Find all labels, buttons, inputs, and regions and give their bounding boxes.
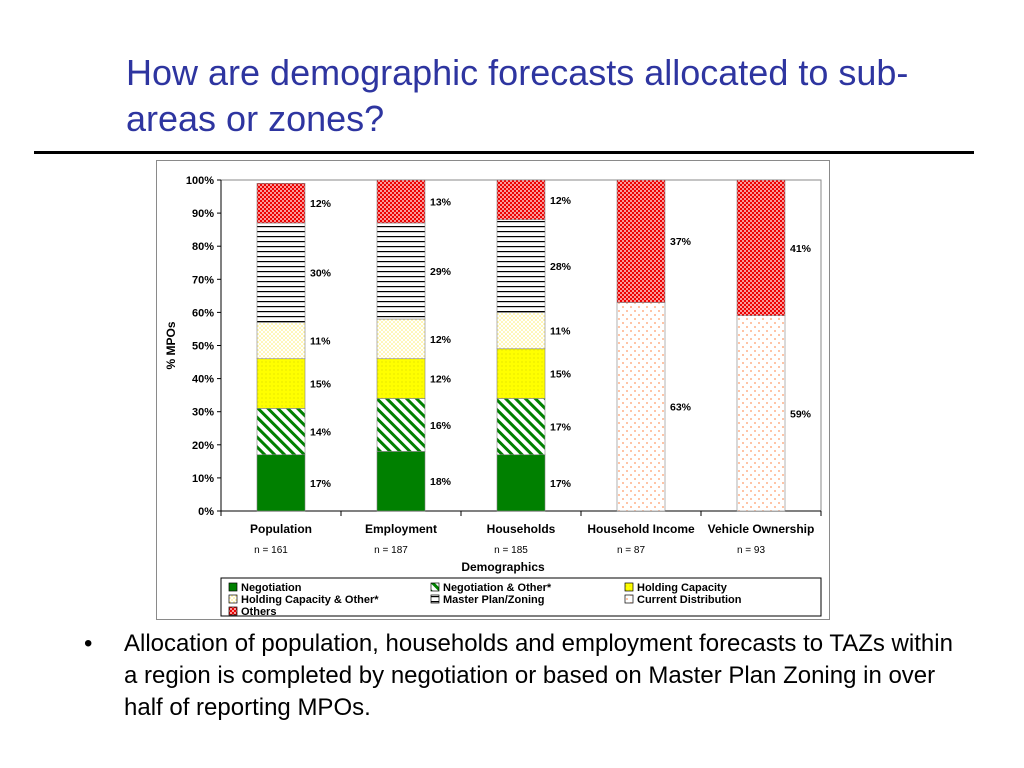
y-tick-label: 40%	[192, 374, 214, 386]
data-label-households-holding-capacity: 15%	[550, 369, 572, 381]
legend-label-holding-capacity: Holding Capacity	[637, 582, 728, 594]
bar-population-master-plan-zoning	[256, 222, 306, 323]
data-label-households-others: 12%	[550, 195, 572, 207]
bar-household-income-others	[616, 179, 666, 303]
x-category-label: Vehicle Ownership	[708, 522, 815, 536]
data-label-employment-others: 13%	[430, 197, 452, 209]
bullet-text: Allocation of population, households and…	[124, 630, 953, 721]
data-label-population-holding-capacity-other: 11%	[310, 336, 331, 348]
bar-employment-negotiation	[376, 451, 426, 512]
y-tick-label: 10%	[192, 473, 214, 485]
data-label-employment-holding-capacity-other: 12%	[430, 334, 452, 346]
bar-employment-master-plan-zoning	[376, 222, 426, 320]
y-tick-label: 60%	[192, 307, 214, 319]
legend-label-master-plan-zoning: Master Plan/Zoning	[443, 594, 544, 606]
x-category-note: n = 161	[254, 545, 288, 556]
x-category-label: Household Income	[587, 522, 695, 536]
bar-population-negotiation	[256, 454, 306, 512]
data-label-population-others: 12%	[310, 198, 332, 210]
stacked-bar-chart: 0% 10% 20% 30% 40% 50% 60% 70% 80% 90% 100% % MPOs 1…	[164, 175, 822, 618]
bar-vehicle-ownership-current-distribution	[736, 315, 786, 512]
bar-households-others	[496, 179, 546, 221]
x-category-note: n = 87	[617, 545, 646, 556]
x-category-note: n = 93	[737, 545, 766, 556]
bar-employment-holding-capacity	[376, 358, 426, 399]
data-label-population-master-plan-zoning: 30%	[310, 268, 332, 280]
chart-frame: 0% 10% 20% 30% 40% 50% 60% 70% 80% 90% 100% % MPOs 1…	[156, 160, 830, 620]
data-label-vehicle-ownership-others: 41%	[790, 243, 812, 255]
data-label-employment-negotiation-other: 16%	[430, 420, 452, 432]
y-tick-label: 100%	[186, 175, 214, 187]
data-label-households-negotiation: 17%	[550, 478, 572, 490]
data-label-population-holding-capacity: 15%	[310, 379, 332, 391]
y-tick-label: 90%	[192, 208, 214, 220]
bar-population-negotiation-other	[256, 408, 306, 456]
bar-vehicle-ownership-others	[736, 179, 786, 317]
bar-employment-others	[376, 179, 426, 224]
bar-household-income-current-distribution	[616, 302, 666, 512]
y-tick-label: 50%	[192, 341, 214, 353]
bar-population-others	[256, 183, 306, 224]
legend-swatch-master-plan-zoning	[430, 594, 440, 604]
data-label-households-negotiation-other: 17%	[550, 422, 572, 434]
bar-population-holding-capacity-other	[256, 322, 306, 360]
data-label-household-income-current-distribution: 63%	[670, 402, 692, 414]
bar-employment-holding-capacity-other	[376, 318, 426, 360]
y-tick-label: 70%	[192, 274, 214, 286]
data-label-employment-holding-capacity: 12%	[430, 374, 452, 386]
x-category-label: Population	[250, 522, 312, 536]
slide-title: How are demographic forecasts allocated …	[126, 52, 909, 139]
legend-label-others: Others	[241, 606, 276, 618]
x-category-note: n = 185	[494, 545, 528, 556]
data-label-employment-negotiation: 18%	[430, 476, 452, 488]
data-label-population-negotiation: 17%	[310, 478, 332, 490]
data-label-households-holding-capacity-other: 11%	[550, 326, 571, 338]
data-label-household-income-others: 37%	[670, 236, 692, 248]
y-tick-label: 0%	[198, 506, 214, 518]
legend-swatch-negotiation-other	[430, 582, 440, 592]
data-label-employment-master-plan-zoning: 29%	[430, 266, 452, 278]
bar-households-negotiation-other	[496, 398, 546, 456]
legend-label-current-distribution: Current Distribution	[637, 594, 742, 606]
bullet-glyph: •	[84, 630, 93, 657]
bar-households-negotiation	[496, 454, 546, 512]
legend-swatch-others	[228, 606, 238, 616]
data-label-population-negotiation-other: 14%	[310, 427, 332, 439]
bar-population-holding-capacity	[256, 358, 306, 409]
title-divider	[34, 151, 974, 154]
x-category-label: Households	[487, 522, 556, 536]
bar-employment-negotiation-other	[376, 398, 426, 452]
x-category-note: n = 187	[374, 545, 408, 556]
legend-swatch-holding-capacity	[624, 582, 634, 592]
bullet-item: • Allocation of population, households a…	[84, 628, 984, 724]
y-tick-label: 80%	[192, 241, 214, 253]
legend-box	[220, 577, 822, 617]
x-axis-title: Demographics	[461, 560, 545, 574]
x-category-label: Employment	[365, 522, 437, 536]
data-label-households-master-plan-zoning: 28%	[550, 261, 572, 273]
legend-swatch-current-distribution	[624, 594, 634, 604]
legend-swatch-negotiation	[228, 582, 238, 592]
bar-households-holding-capacity	[496, 348, 546, 399]
bar-households-holding-capacity-other	[496, 312, 546, 350]
legend-label-negotiation-other: Negotiation & Other*	[443, 582, 552, 594]
legend-label-negotiation: Negotiation	[241, 582, 302, 594]
y-tick-label: 30%	[192, 407, 214, 419]
data-label-vehicle-ownership-current-distribution: 59%	[790, 408, 812, 420]
y-axis-title: % MPOs	[164, 321, 178, 369]
y-tick-label: 20%	[192, 440, 214, 452]
bar-households-master-plan-zoning	[496, 219, 546, 313]
legend-swatch-holding-capacity-other	[228, 594, 238, 604]
legend-label-holding-capacity-other: Holding Capacity & Other*	[241, 594, 379, 606]
